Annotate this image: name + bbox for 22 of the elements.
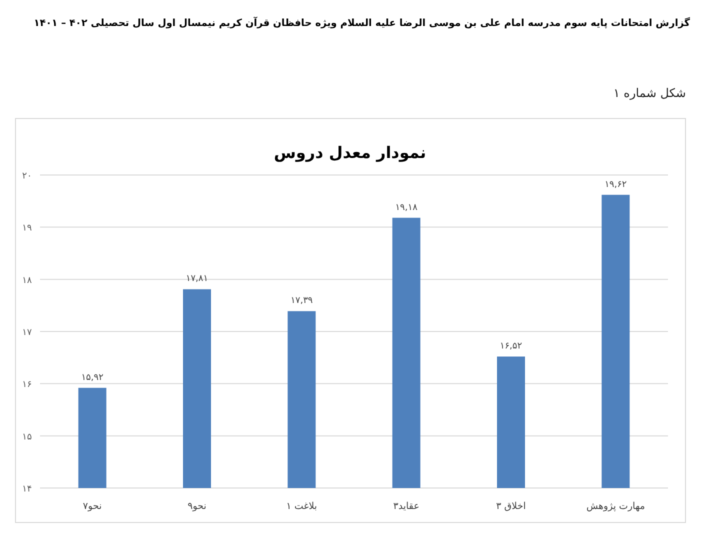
x-tick-label: عقاید۳ [393, 501, 420, 512]
text: گزارش امتحانات پایه سوم مدرسه امام علی بن موسی الرضا علیه السلام ویژه حافظان قرآن کریم نیمسال اول سال تحصیلی ۴۰۲ – ۱۴۰۱ [34, 16, 690, 29]
y-tick-label: ۱۵ [22, 432, 32, 442]
data-label: ۱۹,۱۸ [395, 202, 418, 213]
x-tick-label: نحو۷ [82, 501, 102, 512]
y-tick-label: ۱۹ [22, 224, 32, 234]
y-tick-label: ۱۸ [22, 276, 32, 286]
chart-title: نمودار معدل دروس [274, 143, 426, 162]
x-tick-label: بلاغت ۱ [286, 501, 318, 512]
y-tick-label: ۲۰ [22, 172, 32, 182]
x-tick-label: نحو۹ [188, 501, 206, 512]
x-tick-label: اخلاق ۳ [496, 501, 526, 512]
text: شکل شماره ۱ [613, 86, 686, 100]
data-label: ۱۶,۵۲ [500, 342, 522, 352]
y-tick-label: ۱۷ [22, 328, 32, 338]
data-label: ۱۹,۶۲ [604, 180, 627, 190]
y-tick-label: ۱۶ [22, 380, 32, 390]
x-tick-label: مهارت پژوهش [586, 501, 645, 512]
data-label: ۱۷,۸۱ [186, 274, 208, 284]
y-tick-label: ۱۴ [22, 484, 32, 494]
data-label: ۱۵,۹۲ [81, 372, 104, 383]
data-label: ۱۷,۳۹ [290, 296, 313, 306]
